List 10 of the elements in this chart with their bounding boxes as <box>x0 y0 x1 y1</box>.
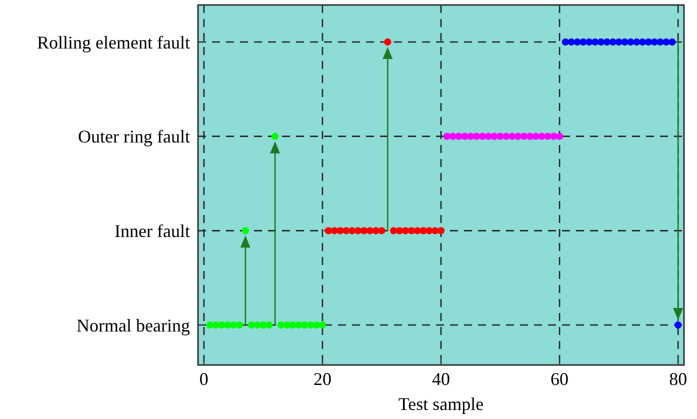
y-tick-label: Outer ring fault <box>78 126 190 147</box>
x-axis-title: Test sample <box>398 394 484 414</box>
y-tick-label: Rolling element fault <box>37 32 190 52</box>
y-tick-label: Normal bearing <box>76 315 190 336</box>
x-tick-label: 0 <box>199 369 208 389</box>
x-tick-label: 40 <box>432 369 450 389</box>
x-tick-label: 20 <box>313 369 332 389</box>
y-tick-label: Inner fault <box>114 220 190 241</box>
x-tick-label: 80 <box>669 369 688 389</box>
x-tick-label: 60 <box>550 369 569 389</box>
